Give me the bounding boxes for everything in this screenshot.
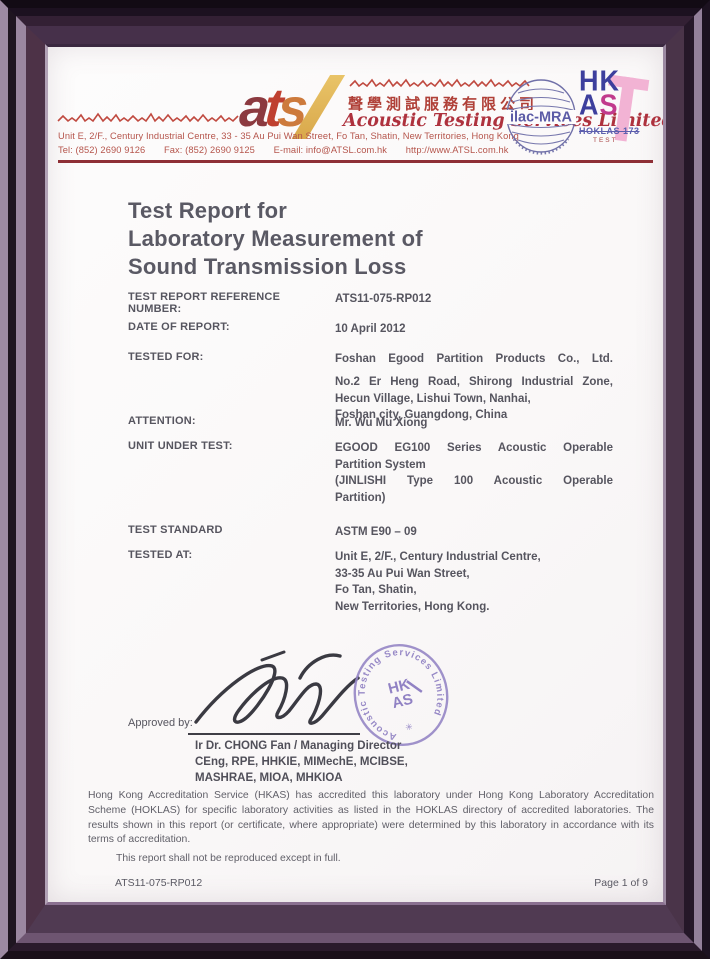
- stamp-center-as: AS: [390, 691, 414, 713]
- field-value: Unit E, 2/F., Century Industrial Centre,…: [335, 549, 613, 615]
- address-line: No.2 Er Heng Road, Shirong Industrial Zo…: [335, 376, 613, 388]
- field-label: ATTENTION:: [128, 415, 196, 427]
- field-label: TESTED FOR:: [128, 351, 204, 363]
- title-line-3: Sound Transmission Loss: [128, 254, 407, 279]
- field-value: EGOOD EG100 Series Acoustic Operable Par…: [335, 440, 613, 506]
- approver-credentials-2: MASHRAE, MIOA, MHKIOA: [195, 772, 343, 784]
- page-number: Page 1 of 9: [594, 877, 648, 889]
- field-value: ATS11-075-RP012: [335, 293, 432, 305]
- header-divider: [58, 160, 653, 163]
- stamp-star-icon: ✳: [404, 721, 414, 733]
- tested-at-line: 33-35 Au Pui Wan Street,: [335, 567, 470, 580]
- unit-line: EGOOD EG100 Series Acoustic Operable: [335, 442, 613, 454]
- company-address: Unit E, 2/F., Century Industrial Centre,…: [58, 131, 519, 141]
- field-report-reference: TEST REPORT REFERENCE NUMBER: ATS11-075-…: [128, 291, 613, 315]
- company-contacts: Tel: (852) 2690 9126 Fax: (852) 2690 912…: [58, 145, 525, 155]
- field-value: Foshan Egood Partition Products Co., Ltd…: [335, 353, 613, 365]
- document-title: Test Report for Laboratory Measurement o…: [128, 197, 423, 281]
- title-line-1: Test Report for: [128, 198, 288, 223]
- field-value: ASTM E90 – 09: [335, 526, 417, 538]
- field-tested-for-address: No.2 Er Heng Road, Shirong Industrial Zo…: [128, 374, 613, 424]
- hkas-logo: HK AS HOKLAS 173 TEST: [579, 65, 653, 144]
- ilac-mra-label: ilac-MRA: [510, 110, 573, 126]
- seismic-wave-top-icon: [349, 78, 530, 88]
- tested-at-line: Unit E, 2/F., Century Industrial Centre,: [335, 551, 541, 563]
- field-value: Mr. Wu Mu Xiong: [335, 417, 428, 429]
- company-stamp-icon: Acoustic Testing Services Limited HK AS …: [347, 638, 455, 749]
- company-name-english: Acoustic Testing Services Limited: [343, 111, 663, 131]
- seismic-wave-left-icon: [57, 112, 239, 123]
- field-label: TEST REPORT REFERENCE NUMBER:: [128, 291, 281, 315]
- accreditation-statement: Hong Kong Accreditation Service (HKAS) h…: [88, 790, 654, 846]
- hkas-a: A: [579, 89, 600, 121]
- address-line: Foshan city, Guangdong, China: [335, 409, 508, 421]
- field-test-standard: TEST STANDARD ASTM E90 – 09: [128, 524, 613, 541]
- reproduction-note: This report shall not be reproduced exce…: [116, 853, 341, 864]
- field-attention: ATTENTION: Mr. Wu Mu Xiong: [128, 415, 613, 432]
- stamp-center-hk: HK: [386, 676, 411, 698]
- approved-by-label: Approved by:: [128, 717, 193, 729]
- field-tested-for: TESTED FOR: Foshan Egood Partition Produ…: [128, 351, 613, 368]
- field-label: DATE OF REPORT:: [128, 321, 230, 333]
- approver-details: Ir Dr. CHONG Fan / Managing Director CEn…: [195, 738, 408, 786]
- field-label: TESTED AT:: [128, 549, 193, 561]
- field-unit-under-test: UNIT UNDER TEST: EGOOD EG100 Series Acou…: [128, 440, 613, 506]
- address-line: Hecun Village, Lishui Town, Nanhai,: [335, 392, 531, 405]
- footer-report-reference: ATS11-075-RP012: [115, 877, 203, 889]
- field-tested-at: TESTED AT: Unit E, 2/F., Century Industr…: [128, 549, 613, 615]
- field-label: UNIT UNDER TEST:: [128, 440, 233, 452]
- hoklas-number: HOKLAS 173: [579, 126, 640, 136]
- approver-name: Ir Dr. CHONG Fan / Managing Director: [195, 740, 402, 752]
- tested-at-line: Fo Tan, Shatin,: [335, 584, 417, 596]
- tel: Tel: (852) 2690 9126: [58, 145, 146, 155]
- approver-credentials-1: CEng, RPE, HHKIE, MIMechE, MCIBSE,: [195, 756, 408, 768]
- tested-at-line: New Territories, Hong Kong.: [335, 600, 490, 613]
- hoklas-test-label: TEST: [593, 137, 618, 144]
- footer-references: ATS11-075-RP012 Page 1 of 9: [115, 877, 648, 889]
- field-label: TEST STANDARD: [128, 524, 223, 536]
- website: http://www.ATSL.com.hk: [405, 145, 509, 155]
- fax: Fax: (852) 2690 9125: [163, 145, 255, 155]
- signature-icon: [194, 650, 360, 725]
- unit-line: Partition): [335, 491, 386, 504]
- unit-line: Partition System: [335, 458, 426, 471]
- email: E-mail: info@ATSL.com.hk: [273, 145, 388, 155]
- title-line-2: Laboratory Measurement of: [128, 226, 423, 251]
- hkas-hk-text: HK: [579, 65, 620, 97]
- hkas-s: S: [599, 89, 619, 121]
- atsl-letter-a: a: [237, 78, 267, 138]
- ilac-mra-logo: ilac-MRA: [506, 79, 576, 155]
- field-date-of-report: DATE OF REPORT: 10 April 2012: [128, 321, 613, 338]
- company-name-chinese: 聲學測試服務有限公司: [348, 96, 539, 113]
- hkas-as-text: AS: [579, 91, 653, 119]
- field-value: 10 April 2012: [335, 323, 406, 335]
- field-value: No.2 Er Heng Road, Shirong Industrial Zo…: [335, 374, 613, 424]
- signature-line: [188, 733, 360, 735]
- unit-line: (JINLISHI Type 100 Acoustic Operable: [335, 475, 613, 487]
